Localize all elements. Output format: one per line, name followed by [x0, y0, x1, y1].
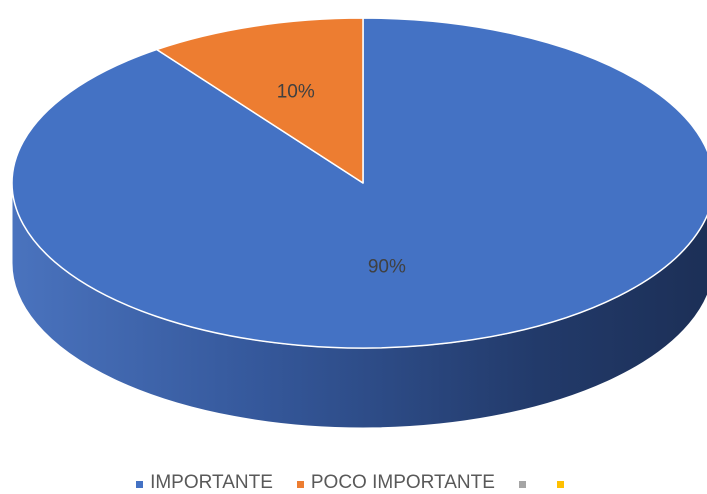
data-label-layer: 90% 10% — [277, 82, 406, 278]
legend-marker — [518, 480, 526, 488]
data-label: 10% — [277, 82, 315, 103]
pie-layer — [11, 17, 707, 429]
pie-slice-importante — [11, 17, 707, 349]
legend-label: POCO IMPORTANTE — [310, 472, 495, 493]
legend-marker — [556, 480, 564, 488]
legend-marker — [296, 480, 304, 488]
legend-item: IMPORTANTE — [136, 472, 273, 494]
pie-slice-poco-importante — [155, 17, 364, 184]
legend-label: IMPORTANTE — [150, 472, 273, 493]
legend-marker — [136, 480, 144, 488]
legend-item: POCO IMPORTANTE — [296, 472, 495, 494]
data-label: 90% — [368, 257, 406, 278]
legend-item — [556, 479, 571, 488]
legend: IMPORTANTE POCO IMPORTANTE — [0, 472, 707, 494]
legend-item — [518, 479, 533, 488]
